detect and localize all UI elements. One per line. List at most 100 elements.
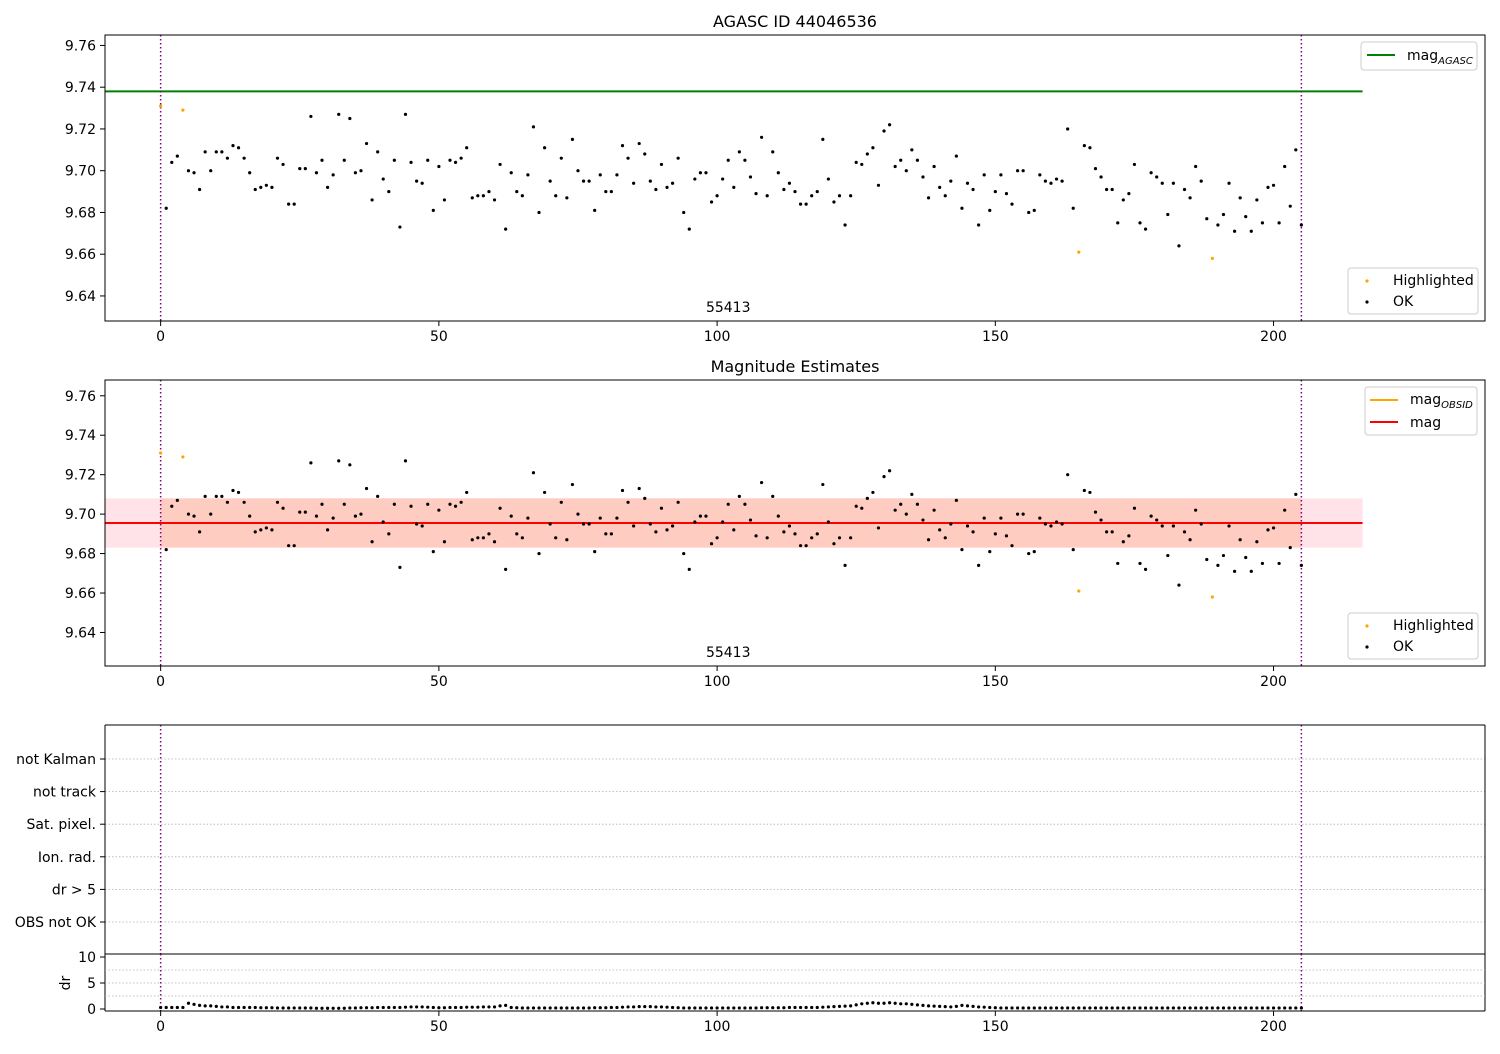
- ok-point: [1260, 561, 1265, 566]
- ok-point: [871, 490, 875, 495]
- ok-point: [882, 129, 886, 133]
- dr-point: [876, 1001, 881, 1005]
- dr-point: [854, 1003, 858, 1007]
- ok-point: [309, 461, 313, 465]
- dr-point: [593, 1006, 597, 1010]
- flag-row-label: not track: [33, 785, 97, 801]
- ok-point: [409, 160, 413, 164]
- ok-point: [993, 189, 997, 194]
- dr-point: [353, 1006, 358, 1010]
- dr-point: [1121, 1006, 1125, 1010]
- dr-point: [392, 1005, 396, 1010]
- ok-point: [999, 173, 1003, 177]
- ok-point: [1032, 550, 1036, 554]
- dr-point: [620, 1005, 625, 1009]
- ok-point: [1166, 553, 1170, 558]
- dr-point: [943, 1005, 947, 1009]
- ok-point: [1060, 179, 1064, 183]
- ok-point: [520, 194, 524, 198]
- ok-point: [893, 164, 897, 169]
- dr-point: [481, 1005, 485, 1009]
- dr-point: [1105, 1006, 1109, 1010]
- dr-point: [342, 1006, 346, 1010]
- dr-point: [264, 1006, 268, 1010]
- ok-point: [348, 116, 352, 121]
- dr-point: [954, 1004, 958, 1009]
- dr-point: [837, 1004, 842, 1009]
- ok-point: [209, 169, 213, 173]
- dr-point: [520, 1006, 524, 1010]
- dr-point: [832, 1005, 836, 1009]
- x-tick-label: 150: [982, 1019, 1009, 1035]
- ok-point: [1199, 522, 1203, 526]
- ok-point: [1093, 510, 1098, 514]
- ok-point: [1105, 187, 1109, 192]
- ok-point: [793, 532, 797, 536]
- ok-point: [1027, 551, 1031, 556]
- ok-point: [1299, 563, 1303, 568]
- panel-dr-xticks: 0 50 100 150 200: [156, 1011, 1287, 1035]
- highlighted-point: [159, 104, 163, 108]
- dr-point: [960, 1003, 964, 1007]
- dr-point: [548, 1006, 552, 1010]
- ok-point: [537, 551, 541, 556]
- panel-agasc-obs-boundaries: [159, 35, 1303, 321]
- legend-label-mag-obsid: magOBSID: [1410, 392, 1473, 411]
- dr-point: [526, 1006, 530, 1010]
- y-tick-label: 0: [87, 1002, 96, 1018]
- dr-point: [826, 1005, 830, 1009]
- ok-point: [415, 522, 419, 526]
- ok-point: [932, 508, 936, 512]
- ok-point: [977, 223, 981, 227]
- legend-box: [1347, 612, 1479, 660]
- ok-point: [709, 542, 714, 546]
- y-tick-label: 9.66: [65, 586, 96, 602]
- dr-point: [225, 1005, 230, 1009]
- ok-point: [687, 227, 691, 231]
- ok-point: [320, 158, 324, 162]
- dr-point: [982, 1005, 986, 1009]
- ok-point: [342, 158, 346, 162]
- ok-point: [632, 524, 636, 528]
- dr-point: [1260, 1006, 1265, 1010]
- ok-point: [732, 528, 736, 532]
- panel-magnitude-points: [159, 451, 1303, 599]
- panel-agasc-legend-top: magAGASC: [1360, 41, 1478, 71]
- dr-point: [236, 1005, 241, 1010]
- ok-point: [548, 179, 552, 183]
- ok-point: [609, 532, 613, 536]
- dr-point: [921, 1003, 925, 1007]
- ok-point: [1238, 538, 1242, 542]
- ok-point: [520, 536, 524, 540]
- ok-point: [1188, 196, 1192, 200]
- ok-point: [192, 171, 196, 175]
- ok-point: [977, 563, 981, 568]
- dr-point: [821, 1005, 825, 1009]
- ok-point: [292, 202, 296, 206]
- dr-point: [1049, 1006, 1053, 1010]
- ok-point: [1138, 561, 1142, 566]
- ok-point: [926, 538, 931, 542]
- dr-point: [1116, 1006, 1120, 1010]
- ok-point: [1149, 171, 1153, 175]
- ok-point: [821, 482, 825, 487]
- dr-point: [1149, 1006, 1153, 1010]
- dr-point: [1015, 1006, 1020, 1010]
- dr-point: [687, 1006, 691, 1010]
- dr-point: [743, 1006, 747, 1010]
- dr-point: [1232, 1006, 1237, 1010]
- ok-point: [988, 550, 992, 554]
- ok-point: [787, 181, 792, 185]
- dr-point: [971, 1004, 975, 1009]
- panel-flags: not Kalman not track Sat. pixel. Ion. rad. d…: [15, 724, 1486, 1011]
- ok-point: [776, 171, 780, 175]
- dr-point: [181, 1005, 185, 1010]
- dr-point: [509, 1005, 513, 1010]
- flag-row-label: dr > 5: [52, 882, 96, 898]
- dr-point: [581, 1006, 586, 1010]
- dr-point: [860, 1002, 864, 1006]
- flag-row-label: OBS not OK: [15, 915, 97, 931]
- ok-point: [865, 152, 869, 156]
